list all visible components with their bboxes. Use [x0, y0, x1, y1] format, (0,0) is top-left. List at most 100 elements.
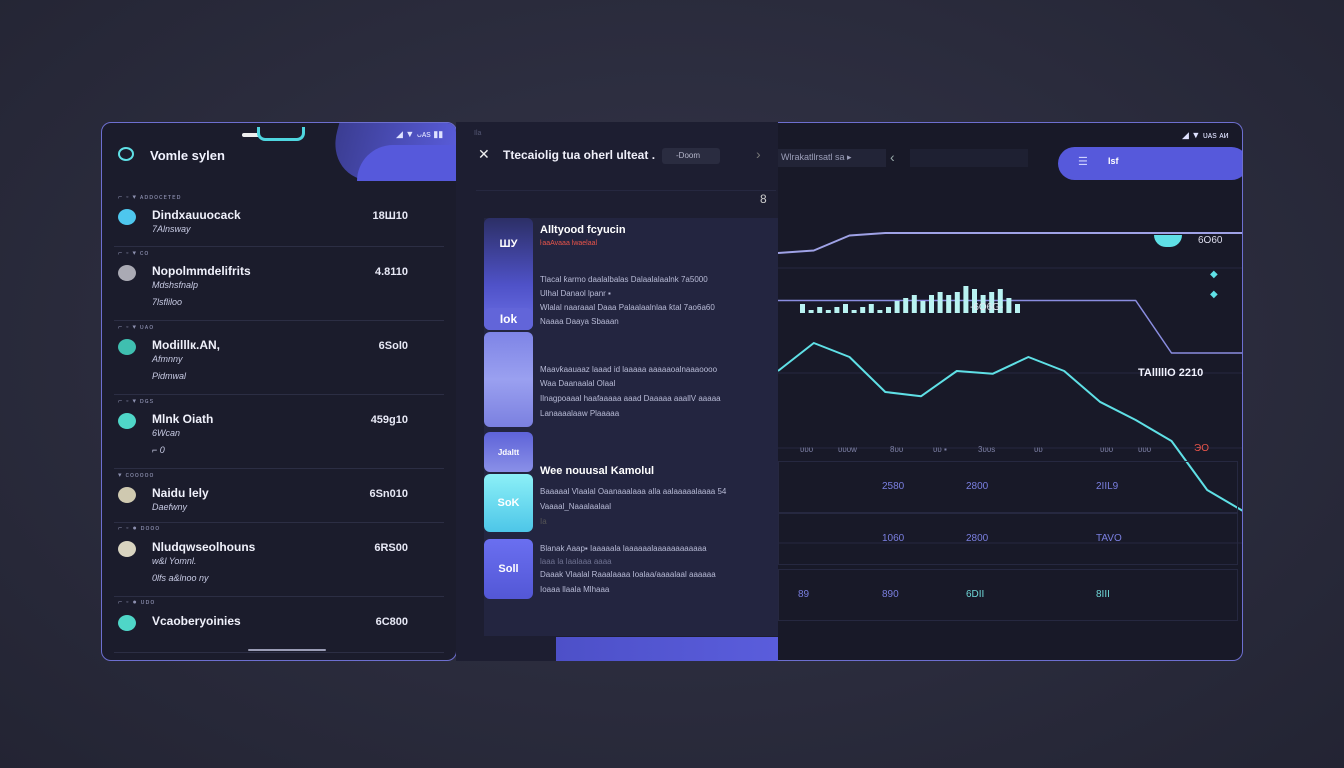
item-value: 4.8110 — [374, 266, 408, 278]
card-4[interactable]: Blanak Aaap▪ Iaaaaala laaaaaalaaaaaaaaaa… — [540, 544, 716, 594]
card-line: Tlacal ƙarmo daalalbalas Dalaalalaalnk 7… — [540, 275, 708, 284]
item-meta: ▾ ᴄᴏᴏᴏᴏᴏ — [118, 472, 155, 479]
list-item[interactable]: ⌐ ◦ ▾ ᴜᴀᴏ Modilllк.AN, Afmnny Pidmwal 6S… — [114, 321, 444, 395]
upper-series-line — [778, 232, 1242, 254]
item-subtitle: w&l Yomnl. — [152, 556, 197, 566]
bar — [843, 304, 848, 313]
avatar — [118, 541, 136, 557]
home-indicator[interactable] — [248, 649, 326, 651]
tile-2[interactable] — [484, 332, 533, 427]
card-title: Alltyood fcyucin — [540, 224, 626, 236]
table-row — [778, 569, 1238, 621]
card-line: Daaak Vlaalal Raaalaaaa Ioalaa/aaaalaal … — [540, 570, 716, 579]
search-bar[interactable] — [910, 149, 1028, 167]
item-value: 459g10 — [370, 414, 408, 426]
tile-5[interactable]: Soll — [484, 539, 533, 599]
bar — [911, 295, 917, 313]
bottom-action-bar[interactable] — [556, 637, 778, 661]
list-item[interactable]: ⌐ ◦ ▾ ᴄᴏ Nopolmmdelifrits Mdshsfnalp 7ls… — [114, 247, 444, 321]
zoom-chip[interactable]: -Doom — [662, 148, 720, 164]
table-cell: 890 — [882, 589, 899, 600]
item-meta: ⌐ ◦ ▾ ᴀᴅᴅᴏᴄᴇᴛᴇᴅ — [118, 194, 182, 201]
bar — [877, 310, 883, 313]
bar — [980, 295, 986, 313]
chart-marker-icon: ◆ — [1210, 289, 1218, 300]
status-bar: ◢ ▼ ᴜᴀs ᴀᴎ — [1182, 130, 1229, 140]
filter-button[interactable]: ☰ Isf — [1058, 147, 1242, 180]
header-accent — [357, 145, 456, 181]
tile-3[interactable]: Jdaltt — [484, 432, 533, 472]
table-row — [778, 513, 1238, 565]
bar — [997, 289, 1003, 313]
bar — [860, 307, 866, 313]
table-cell: 6DII — [966, 589, 985, 600]
bar — [851, 310, 857, 313]
chart-marker-icon: ◆ — [1210, 269, 1218, 280]
bar — [808, 310, 814, 313]
chevron-right-icon[interactable]: › — [756, 146, 761, 162]
x-tick-label: ᴜᴜᴜ — [1100, 445, 1114, 454]
list-item[interactable]: ⌐ ◦ ● ᴜᴅᴏ Vcaoberyoinies 6C800 — [114, 597, 444, 653]
item-subtitle: Mdshsfnalp — [152, 280, 199, 290]
breadcrumb[interactable]: Wlrakatllrsatl sa ▸ — [778, 149, 886, 167]
bar — [834, 307, 840, 313]
item-name: Nopolmmdelifrits — [152, 264, 251, 278]
app-icon[interactable] — [118, 147, 134, 161]
status-bar: ◢ ▼ ᴗᴀs ▮▮ — [396, 129, 444, 139]
tile-label: ШУ — [499, 238, 518, 250]
chevron-left-icon[interactable]: ‹ — [890, 149, 895, 165]
filter-icon: ☰ — [1078, 156, 1088, 168]
item-subtitle-2: 0lfs a&lnoo ny — [152, 573, 209, 583]
notch — [257, 127, 305, 141]
notch-bar — [242, 133, 260, 137]
bar — [868, 304, 874, 313]
analytics-panel: ◢ ▼ ᴜᴀs ᴀᴎ Wlrakatllrsatl sa ▸ ‹ ☰ Isf 6… — [778, 122, 1243, 661]
close-icon[interactable]: ✕ — [478, 146, 490, 162]
table-cell: TAVO — [1096, 533, 1122, 544]
bar — [972, 289, 977, 313]
avatar — [118, 209, 136, 225]
item-value: 18Ш10 — [372, 210, 408, 222]
item-subtitle: 7Alnsway — [152, 224, 191, 234]
table-cell: 89 — [798, 589, 810, 600]
chart-value-mid: TAlllllO 2210 — [1138, 367, 1204, 379]
tile-label: SoK — [497, 497, 520, 509]
list-item[interactable]: ⌐ ◦ ▾ ᴅɢs Mlnk Oiath 6Wcan ⌐ 0 459g10 — [114, 395, 444, 469]
tile-4[interactable]: SoK — [484, 474, 533, 532]
x-tick-label: 8ᴜᴜ — [890, 445, 904, 454]
table-row — [778, 461, 1238, 513]
table-cell: 1060 — [882, 533, 905, 544]
bar — [937, 292, 943, 313]
card-1[interactable]: Alltyood fcyucin ŀaaAvaaa lwaelaal Tlaca… — [540, 224, 715, 326]
card-line: laaa la laalaaa aaaa — [540, 557, 612, 566]
card-2[interactable]: Maavƙaauaaz laaad id laaaaa aaaaaoalnaaa… — [540, 365, 721, 418]
bar — [894, 301, 900, 313]
chart-end-marker: ЭO — [1194, 443, 1209, 454]
table-cell: 8III — [1096, 589, 1110, 600]
item-value: 6Sol0 — [378, 340, 408, 352]
card-line: Maavƙaauaaz laaad id laaaaa aaaaaoalnaaa… — [540, 365, 718, 374]
chart-value-top: 6O60 — [1198, 235, 1223, 246]
item-meta: ⌐ ◦ ▾ ᴅɢs — [118, 398, 155, 405]
card-line: Vaaaal_Naaalaalaal — [540, 502, 612, 511]
item-value: 6RS00 — [374, 542, 408, 554]
card-title: Wee nouusal Kamolul — [540, 465, 655, 477]
detail-panel: Ila ✕ Ttecaiolig tua oherl ulteat . -Doo… — [456, 122, 779, 661]
avatar — [118, 339, 136, 355]
tile-1-button[interactable]: Iok — [484, 308, 533, 330]
item-subtitle: Daefwny — [152, 502, 188, 512]
table-cell: 2800 — [966, 481, 989, 492]
cup-icon — [1154, 235, 1182, 247]
list-item[interactable]: ⌐ ◦ ● ᴅᴏᴏᴏ Nludqwseolhouns w&l Yomnl. 0l… — [114, 523, 444, 597]
card-line: Ioaaa llaala Mlhaaa — [540, 585, 610, 594]
item-subtitle-2: 7lsfliloo — [152, 297, 183, 307]
tile-label: Soll — [498, 563, 519, 575]
bar — [1006, 298, 1012, 313]
badge-icon[interactable]: 8 — [760, 192, 767, 206]
avatar — [118, 615, 136, 631]
list-item[interactable]: ▾ ᴄᴏᴏᴏᴏᴏ Naidu lely Daefwny 6Sn010 — [114, 469, 444, 523]
card-3[interactable]: Wee nouusal Kamolul Baaaaal Vlaalal Oaan… — [540, 465, 726, 526]
bar — [886, 307, 891, 313]
bar — [963, 286, 969, 313]
list-item[interactable]: ⌐ ◦ ▾ ᴀᴅᴅᴏᴄᴇᴛᴇᴅ Dindxauuocack 7Alnsway 1… — [114, 191, 444, 247]
